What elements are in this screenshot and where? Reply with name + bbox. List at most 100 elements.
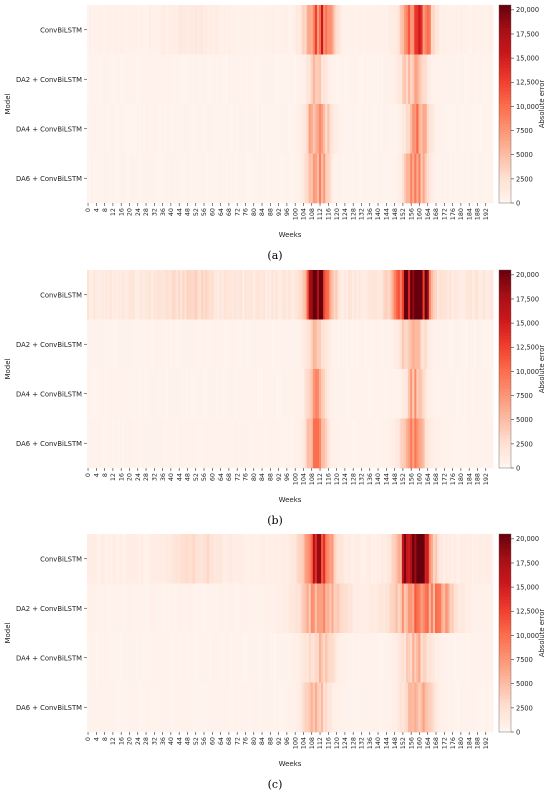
- heatmap-cell: [453, 270, 457, 320]
- heatmap-cell: [99, 418, 102, 469]
- heatmap-cell: [190, 369, 194, 419]
- heatmap-cell: [488, 104, 492, 154]
- heatmap-cell: [343, 369, 347, 419]
- heatmap-cell: [184, 319, 187, 370]
- heatmap-cell: [470, 319, 473, 370]
- heatmap-cell: [437, 270, 440, 320]
- heatmap-cell: [484, 534, 488, 584]
- heatmap-cell: [252, 633, 256, 683]
- heatmap-cell: [292, 270, 295, 320]
- heatmap-cell: [203, 369, 206, 419]
- heatmap-cell: [397, 270, 401, 320]
- heatmap-cell: [323, 369, 326, 419]
- heatmap-cell: [267, 270, 270, 320]
- heatmap-cell: [151, 319, 154, 370]
- heatmap-cell: [468, 270, 471, 320]
- heatmap-cell: [439, 534, 442, 584]
- x-tick-label: 60: [209, 737, 217, 745]
- heatmap-cell: [372, 104, 376, 154]
- heatmap-cell: [323, 682, 326, 733]
- heatmap-cell: [348, 534, 351, 584]
- heatmap-cell: [263, 534, 266, 584]
- heatmap-cell: [441, 104, 444, 154]
- colorbar-segment: [499, 160, 511, 164]
- heatmap-cell: [256, 54, 260, 105]
- heatmap-cell: [132, 270, 136, 320]
- heatmap-cell: [333, 104, 336, 154]
- heatmap-cell: [412, 153, 415, 204]
- heatmap-cell: [478, 5, 481, 55]
- heatmap-cell: [420, 54, 423, 105]
- heatmap-cell: [370, 369, 374, 419]
- colorbar-segment: [499, 51, 511, 55]
- heatmap-cell: [180, 418, 183, 469]
- x-tick-label: 100: [291, 208, 299, 220]
- colorbar-segment: [499, 656, 511, 660]
- heatmap-cell: [258, 534, 262, 584]
- heatmap-cell: [395, 633, 399, 683]
- heatmap-cell: [209, 583, 212, 634]
- heatmap-cell: [277, 153, 281, 204]
- heatmap-cell: [486, 418, 490, 469]
- heatmap-cell: [213, 633, 216, 683]
- heatmap-cell: [269, 270, 272, 320]
- heatmap-cell: [412, 319, 415, 370]
- heatmap-cell: [138, 5, 142, 55]
- heatmap-cell: [341, 633, 345, 683]
- heatmap-cell: [294, 682, 297, 733]
- heatmap-cell: [275, 682, 278, 733]
- heatmap-cell: [399, 583, 403, 634]
- heatmap-cell: [140, 418, 144, 469]
- y-axis-label: Model: [4, 93, 12, 114]
- heatmap-cell: [455, 534, 459, 584]
- heatmap-cell: [240, 534, 243, 584]
- heatmap-cell: [180, 153, 183, 204]
- heatmap-cell: [325, 633, 328, 683]
- heatmap-cell: [180, 583, 183, 634]
- heatmap-cell: [296, 54, 299, 105]
- heatmap-cell: [151, 270, 154, 320]
- x-tick-label: 32: [151, 737, 159, 745]
- heatmap-cell: [103, 682, 107, 733]
- heatmap-cell: [101, 104, 104, 154]
- heatmap-cell: [339, 534, 343, 584]
- heatmap-cell: [472, 54, 475, 105]
- heatmap-cell: [176, 153, 179, 204]
- heatmap-cell: [422, 5, 426, 55]
- heatmap-cell: [103, 5, 107, 55]
- heatmap-cell: [149, 369, 152, 419]
- heatmap-cell: [213, 54, 216, 105]
- heatmap-cell: [488, 583, 492, 634]
- heatmap-cell: [221, 153, 225, 204]
- heatmap-cell: [308, 583, 312, 634]
- heatmap-cell: [200, 633, 204, 683]
- heatmap-cell: [356, 54, 359, 105]
- heatmap-cell: [232, 534, 235, 584]
- heatmap-cell: [385, 633, 388, 683]
- heatmap-cell: [441, 270, 444, 320]
- heatmap-cell: [445, 270, 448, 320]
- heatmap-cell: [157, 270, 160, 320]
- heatmap-cell: [223, 583, 227, 634]
- heatmap-cell: [236, 270, 239, 320]
- x-tick-label: 68: [225, 473, 233, 481]
- heatmap-cell: [118, 369, 121, 419]
- heatmap-cell: [339, 319, 343, 370]
- x-tick-label: 188: [474, 473, 482, 485]
- heatmap-cell: [238, 54, 241, 105]
- x-tick-label: 124: [341, 473, 349, 485]
- colorbar-segment: [499, 322, 511, 327]
- heatmap-cell: [153, 270, 156, 320]
- heatmap-cell: [345, 534, 349, 584]
- heatmap-cell: [372, 270, 376, 320]
- row-label: ConvBiLSTM: [40, 26, 82, 34]
- heatmap-cell: [445, 153, 448, 204]
- heatmap-cell: [389, 418, 392, 469]
- heatmap-cell: [250, 153, 254, 204]
- heatmap-cell: [352, 104, 355, 154]
- heatmap-cell: [275, 583, 278, 634]
- x-tick-label: 48: [184, 208, 192, 216]
- heatmap-cell: [124, 369, 127, 419]
- heatmap-cell: [95, 369, 98, 419]
- heatmap-cell: [91, 583, 94, 634]
